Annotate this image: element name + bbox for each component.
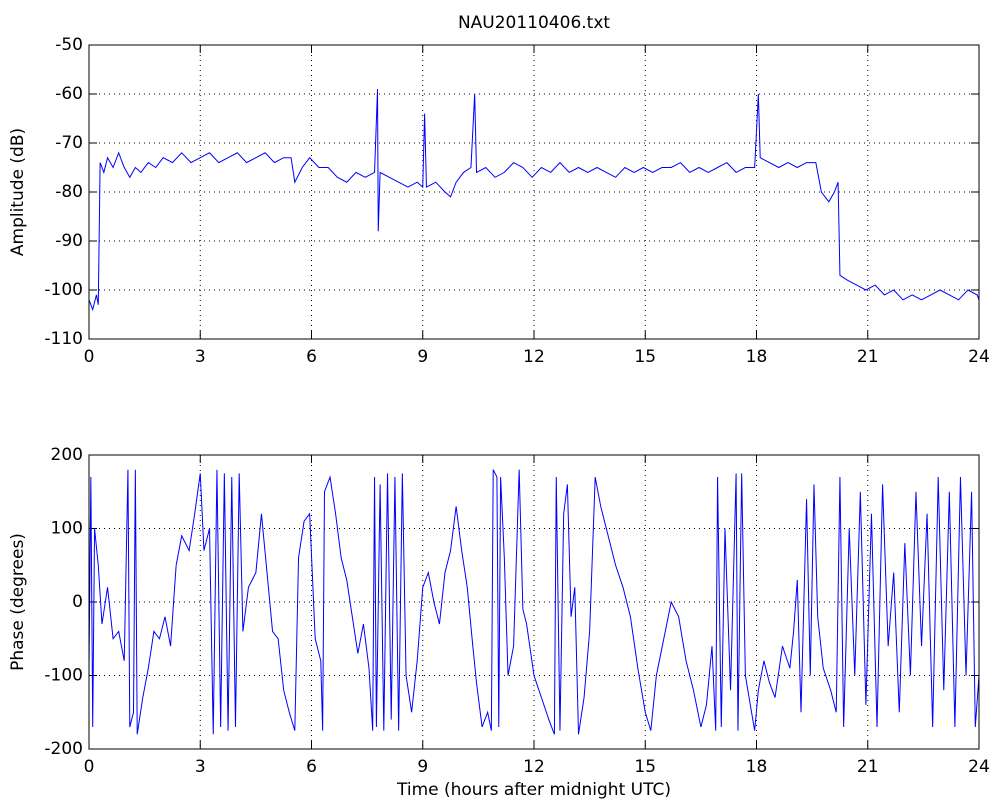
- y-tick-label: -80: [55, 182, 83, 202]
- x-tick-label: 9: [417, 757, 428, 777]
- y-tick-label: -100: [44, 666, 83, 686]
- x-tick-label: 21: [857, 757, 879, 777]
- y-tick-label: 200: [51, 445, 83, 465]
- y-axis-label: Amplitude (dB): [8, 128, 28, 256]
- y-tick-label: 100: [51, 519, 83, 539]
- x-tick-label: 3: [195, 347, 206, 367]
- x-tick-label: 21: [857, 347, 879, 367]
- axes-frame: [88, 454, 980, 750]
- x-tick-label: 18: [746, 347, 768, 367]
- y-tick-label: 0: [72, 592, 83, 612]
- x-tick-label: 0: [84, 757, 95, 777]
- x-tick-label: 6: [306, 347, 317, 367]
- data-line: [88, 89, 980, 312]
- x-tick-label: 15: [634, 347, 656, 367]
- x-tick-label: 12: [523, 347, 545, 367]
- x-tick-label: 0: [84, 347, 95, 367]
- y-tick-label: -90: [55, 231, 83, 251]
- y-tick-label: -70: [55, 133, 83, 153]
- y-axis-label: Phase (degrees): [8, 533, 28, 671]
- y-tick-label: -100: [44, 280, 83, 300]
- x-tick-label: 15: [634, 757, 656, 777]
- chart-title: NAU20110406.txt: [458, 13, 610, 33]
- x-tick-label: 3: [195, 757, 206, 777]
- x-axis-label: Time (hours after midnight UTC): [396, 780, 671, 800]
- y-tick-label: -50: [55, 35, 83, 55]
- x-tick-label: 9: [417, 347, 428, 367]
- axes-frame: [88, 44, 980, 340]
- x-tick-label: 6: [306, 757, 317, 777]
- x-tick-label: 24: [968, 757, 990, 777]
- y-tick-label: -60: [55, 84, 83, 104]
- y-tick-label: -200: [44, 739, 83, 759]
- x-tick-label: 18: [746, 757, 768, 777]
- y-tick-label: -110: [44, 329, 83, 349]
- x-tick-label: 24: [968, 347, 990, 367]
- x-tick-label: 12: [523, 757, 545, 777]
- data-line: [88, 469, 980, 735]
